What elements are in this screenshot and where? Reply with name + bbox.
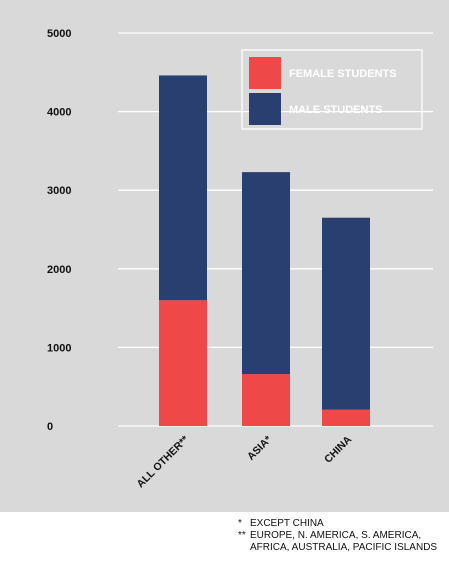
bar-segment-male — [322, 217, 370, 410]
legend-swatch — [249, 93, 281, 125]
y-tick-label: 1000 — [47, 342, 71, 354]
footnote-text: AFRICA, AUSTRALIA, PACIFIC ISLANDS — [250, 542, 438, 553]
bar-segment-female — [159, 300, 207, 426]
legend-label: FEMALE STUDENTS — [289, 68, 397, 80]
footnote-text: EXCEPT CHINA — [250, 518, 324, 529]
footnotes: * EXCEPT CHINA ** EUROPE, N. AMERICA, S. AM… — [238, 518, 449, 554]
y-tick-label: 0 — [47, 421, 53, 433]
footnote-mark: * — [238, 518, 242, 529]
legend-box — [241, 49, 423, 130]
footnote-mark — [238, 542, 250, 554]
y-tick-label: 4000 — [47, 107, 71, 119]
legend-swatch — [249, 57, 281, 89]
bar-segment-male — [242, 172, 290, 375]
footnote-text: EUROPE, N. AMERICA, S. AMERICA, — [250, 530, 422, 541]
bar-segment-female — [322, 409, 370, 426]
y-tick-label: 5000 — [47, 28, 71, 40]
bars — [159, 75, 370, 426]
y-tick-label: 3000 — [47, 185, 71, 197]
footnote-mark: ** — [238, 530, 246, 541]
y-tick-label: 2000 — [47, 264, 71, 276]
legend: FEMALE STUDENTS MALE STUDENTS — [241, 49, 423, 130]
footnote-line: ** EUROPE, N. AMERICA, S. AMERICA, — [238, 530, 449, 542]
chart-panel: 0 1000 2000 3000 4000 5000 ALL OTHER** ASIA* CH… — [0, 0, 449, 512]
footnote-line: * EXCEPT CHINA — [238, 518, 449, 530]
chart-background — [0, 0, 449, 512]
legend-label: MALE STUDENTS — [289, 104, 383, 116]
bar-segment-male — [159, 75, 207, 301]
footnote-line: AFRICA, AUSTRALIA, PACIFIC ISLANDS — [238, 542, 449, 554]
bar-segment-female — [242, 374, 290, 426]
y-axis-ticks: 0 1000 2000 3000 4000 5000 — [47, 28, 71, 433]
